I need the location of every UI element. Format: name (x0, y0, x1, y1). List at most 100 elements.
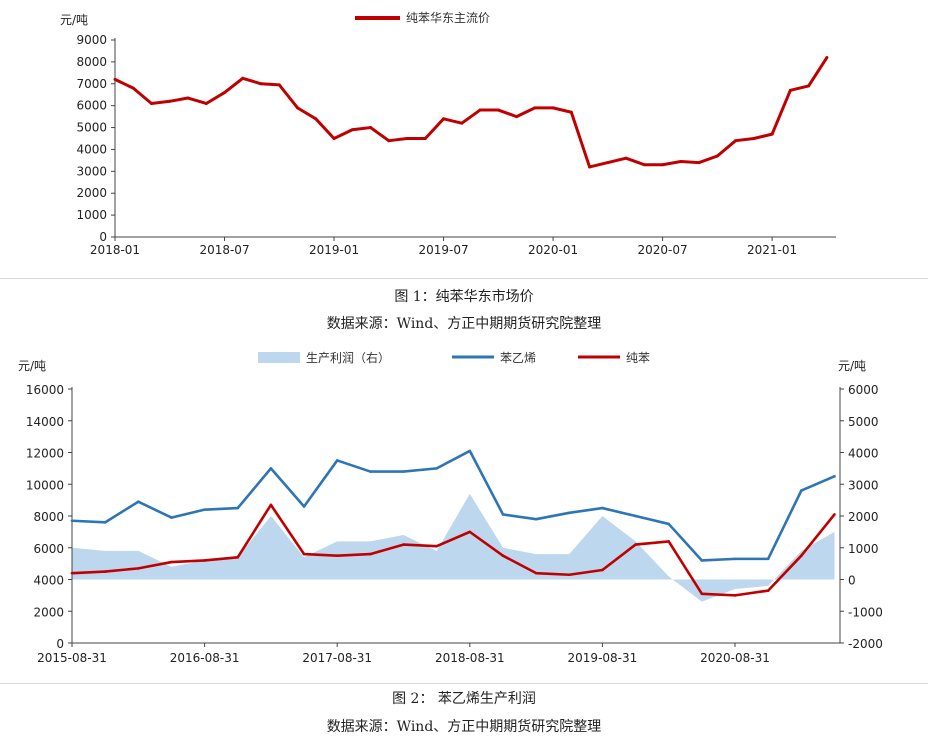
right-tick-label: 5000 (848, 415, 879, 429)
data-point (236, 506, 240, 510)
data-point (277, 83, 281, 87)
left-tick-label: 0 (56, 637, 64, 651)
legend-swatch-profit (258, 352, 300, 363)
data-point (534, 517, 538, 521)
data-point (601, 568, 604, 572)
y-tick-label: 8000 (76, 55, 107, 69)
chart-2: 元/吨 元/吨 0 2000 4000 6000 8000 10000 12000 14000 16… (0, 338, 928, 683)
data-point (460, 121, 464, 125)
legend-label-profit: 生产利润（右） (306, 350, 390, 365)
data-point (533, 106, 537, 110)
data-point (186, 96, 190, 100)
data-point (203, 559, 206, 562)
data-point (369, 470, 372, 473)
legend-label-benzene: 纯苯 (626, 351, 650, 365)
figure-1-caption: 图 1：纯苯华东市场价 (394, 289, 534, 305)
data-point (405, 137, 409, 140)
data-point (423, 137, 427, 140)
data-point (335, 554, 339, 557)
data-point (667, 540, 671, 543)
data-point (661, 163, 665, 167)
data-point (335, 459, 339, 462)
data-point (402, 470, 405, 473)
y-tick-label: 5000 (76, 121, 107, 135)
right-tick-label: 2000 (848, 510, 879, 524)
left-tick-label: 8000 (33, 510, 64, 524)
left-tick-label: 16000 (26, 383, 64, 397)
data-point (150, 101, 154, 105)
x-tick-label: 2016-08-31 (170, 651, 240, 665)
right-tick-label: 0 (848, 574, 856, 588)
y-tick-label: 0 (99, 230, 107, 244)
data-point (369, 552, 372, 556)
data-point (551, 106, 555, 110)
left-tick-label: 14000 (26, 415, 64, 429)
data-point (606, 161, 610, 165)
y-tick-label: 2000 (76, 186, 107, 200)
data-point (825, 56, 829, 60)
left-tick-label: 2000 (33, 605, 64, 619)
data-point (569, 110, 573, 114)
benzene-price-chart: 元/吨 0 1000 2000 3000 4000 5000 6000 7000 8000 9000… (60, 11, 836, 257)
right-tick-label: -2000 (848, 637, 883, 651)
data-point (770, 132, 774, 136)
data-point (800, 489, 803, 492)
data-point (733, 557, 737, 561)
data-point (679, 159, 683, 163)
data-point (131, 86, 135, 90)
data-point (634, 514, 637, 518)
x-tick-label: 2020-01 (528, 243, 578, 257)
data-point (103, 570, 107, 573)
data-point (302, 505, 306, 508)
data-point (501, 554, 505, 557)
chart-1: 元/吨 0 1000 2000 3000 4000 5000 6000 7000 8000 9000… (0, 0, 928, 278)
left-axis-unit: 元/吨 (18, 359, 46, 373)
data-point (168, 99, 172, 103)
y-tick-label: 1000 (76, 208, 107, 222)
y-tick-label: 9000 (76, 33, 107, 47)
data-point (332, 137, 336, 140)
series-line-styrene (71, 449, 835, 562)
series-line-benzene (71, 503, 836, 597)
data-point (734, 139, 738, 143)
data-point (113, 77, 117, 81)
y-tick-label: 6000 (76, 99, 107, 113)
x-tick-label: 2019-07 (418, 243, 468, 257)
data-point (733, 594, 737, 597)
data-point (766, 557, 770, 561)
x-tick-label: 2021-01 (747, 243, 797, 257)
data-point (350, 128, 354, 132)
right-tick-label: 6000 (848, 383, 879, 397)
data-point (697, 161, 701, 165)
right-tick-label: 3000 (848, 478, 879, 492)
data-point (314, 117, 318, 121)
separator (0, 683, 928, 684)
data-point (170, 516, 173, 519)
figure-2-caption: 图 2： 苯乙烯生产利润 (392, 691, 536, 707)
data-point (807, 84, 811, 88)
data-point (302, 552, 306, 556)
data-point (800, 554, 803, 557)
data-point (269, 503, 273, 507)
data-point (236, 555, 240, 559)
x-tick-label: 2017-08-31 (302, 651, 372, 665)
data-point (496, 108, 500, 112)
x-tick-label: 2020-07 (638, 243, 688, 257)
data-point (567, 573, 571, 577)
data-point (468, 449, 472, 453)
data-point (752, 137, 756, 140)
right-tick-label: 1000 (848, 542, 879, 556)
series-line-benzene (114, 56, 829, 169)
data-point (788, 88, 792, 92)
data-point (137, 500, 140, 504)
data-point (387, 139, 391, 143)
figure-1-source: 数据来源：Wind、方正中期期货研究院整理 (326, 316, 602, 332)
data-point (567, 511, 571, 515)
data-point (766, 589, 770, 592)
data-point (534, 571, 538, 575)
right-axis-unit: 元/吨 (838, 359, 866, 373)
data-point (223, 91, 227, 95)
data-point (204, 101, 208, 105)
left-tick-label: 12000 (26, 447, 64, 461)
data-point (296, 106, 300, 110)
